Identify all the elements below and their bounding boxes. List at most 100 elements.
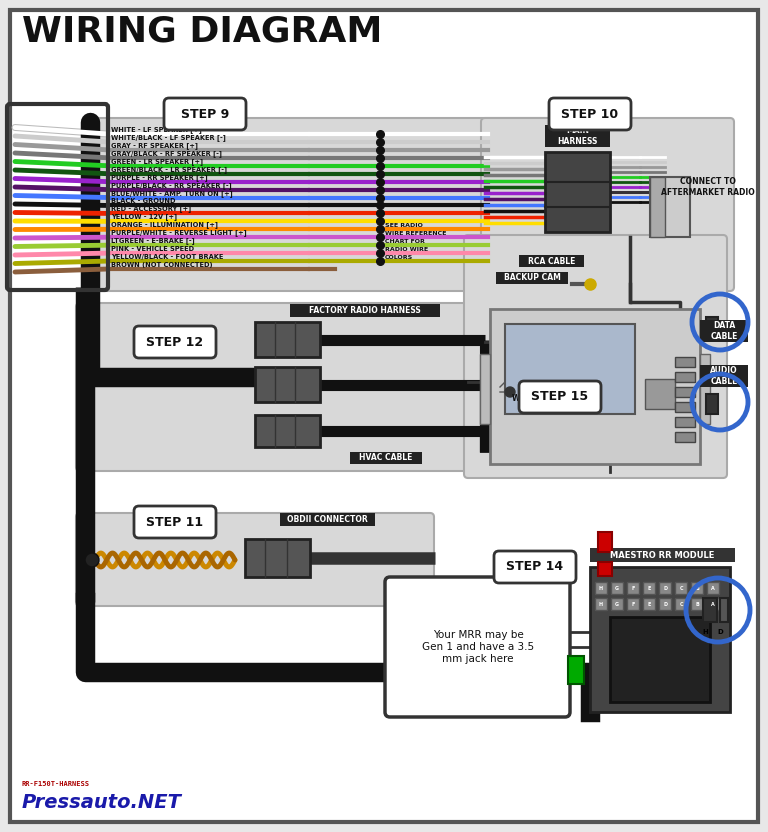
Bar bbox=[280, 513, 375, 526]
Text: GREEN - LR SPEAKER [+]: GREEN - LR SPEAKER [+] bbox=[111, 158, 203, 165]
Text: GRAY/BLACK - RF SPEAKER [-]: GRAY/BLACK - RF SPEAKER [-] bbox=[111, 150, 222, 156]
Text: E: E bbox=[647, 586, 650, 591]
Text: D: D bbox=[717, 629, 723, 635]
Text: C: C bbox=[679, 586, 683, 591]
FancyBboxPatch shape bbox=[549, 98, 631, 130]
Bar bbox=[590, 548, 735, 562]
Text: H: H bbox=[702, 629, 708, 635]
Bar bbox=[595, 598, 607, 610]
Bar bbox=[505, 324, 635, 414]
Polygon shape bbox=[500, 364, 580, 392]
Bar bbox=[545, 125, 610, 147]
Text: MAESTRO RR MODULE: MAESTRO RR MODULE bbox=[611, 551, 715, 559]
Bar bbox=[675, 582, 687, 594]
Bar bbox=[650, 177, 665, 237]
Text: E: E bbox=[647, 602, 650, 607]
Bar bbox=[720, 598, 728, 622]
Bar bbox=[650, 177, 690, 237]
Text: BROWN (NOT CONNECTED): BROWN (NOT CONNECTED) bbox=[111, 262, 213, 268]
Text: WHITE/BLACK - LF SPEAKER [-]: WHITE/BLACK - LF SPEAKER [-] bbox=[111, 134, 226, 141]
Bar bbox=[590, 567, 730, 712]
Bar bbox=[568, 656, 584, 684]
Text: Your MRR may be
Gen 1 and have a 3.5
mm jack here: Your MRR may be Gen 1 and have a 3.5 mm … bbox=[422, 631, 534, 664]
FancyBboxPatch shape bbox=[464, 235, 727, 478]
Text: RR-F150T-HARNESS: RR-F150T-HARNESS bbox=[22, 781, 90, 787]
Text: PURPLE/WHITE - REVERSE LIGHT [+]: PURPLE/WHITE - REVERSE LIGHT [+] bbox=[111, 230, 247, 236]
Text: RADIO WIRE: RADIO WIRE bbox=[385, 247, 428, 252]
Bar bbox=[691, 598, 703, 610]
Bar bbox=[643, 598, 655, 610]
Text: F: F bbox=[631, 586, 634, 591]
Text: H: H bbox=[599, 602, 603, 607]
Bar bbox=[707, 598, 719, 610]
Bar bbox=[545, 152, 610, 232]
Text: YELLOW/BLACK - FOOT BRAKE: YELLOW/BLACK - FOOT BRAKE bbox=[111, 254, 223, 260]
Bar bbox=[675, 372, 695, 382]
Text: BLUE/WHITE - AMP. TURN ON [+]: BLUE/WHITE - AMP. TURN ON [+] bbox=[111, 190, 233, 196]
Bar bbox=[700, 365, 748, 387]
Text: BACKUP CAM: BACKUP CAM bbox=[504, 274, 561, 283]
FancyBboxPatch shape bbox=[164, 98, 246, 130]
Text: YELLOW - 12V [+]: YELLOW - 12V [+] bbox=[111, 214, 177, 220]
Text: STEP 11: STEP 11 bbox=[147, 516, 204, 528]
FancyBboxPatch shape bbox=[385, 577, 570, 717]
Text: AUDIO
CABLE: AUDIO CABLE bbox=[710, 366, 738, 386]
Text: MAIN
HARNESS: MAIN HARNESS bbox=[558, 126, 598, 146]
FancyBboxPatch shape bbox=[96, 118, 554, 291]
Text: B: B bbox=[695, 586, 699, 591]
Text: Pressauto.NET: Pressauto.NET bbox=[22, 793, 182, 811]
Bar bbox=[703, 598, 717, 622]
Circle shape bbox=[565, 387, 575, 397]
Bar bbox=[610, 617, 710, 702]
Bar bbox=[659, 598, 671, 610]
FancyBboxPatch shape bbox=[519, 381, 601, 413]
Bar bbox=[675, 432, 695, 442]
Text: H: H bbox=[599, 586, 603, 591]
Bar bbox=[611, 582, 623, 594]
Bar bbox=[350, 452, 422, 464]
Circle shape bbox=[505, 387, 515, 397]
Bar bbox=[675, 387, 695, 397]
FancyBboxPatch shape bbox=[76, 303, 534, 471]
Text: DATA
CABLE: DATA CABLE bbox=[710, 321, 738, 340]
Text: STEP 12: STEP 12 bbox=[147, 335, 204, 349]
Text: WIRING DIAGRAM: WIRING DIAGRAM bbox=[22, 15, 382, 49]
Text: PURPLE/BLACK - RR SPEAKER [-]: PURPLE/BLACK - RR SPEAKER [-] bbox=[111, 181, 232, 189]
Polygon shape bbox=[515, 365, 560, 372]
Bar bbox=[595, 582, 607, 594]
Text: BLACK - GROUND: BLACK - GROUND bbox=[111, 199, 176, 205]
Text: F: F bbox=[631, 602, 634, 607]
Bar bbox=[598, 532, 612, 552]
Bar bbox=[707, 582, 719, 594]
Bar bbox=[706, 394, 718, 414]
Bar bbox=[675, 598, 687, 610]
Text: STEP 9: STEP 9 bbox=[181, 107, 229, 121]
Bar bbox=[598, 562, 612, 576]
Text: LTGREEN - E-BRAKE [-]: LTGREEN - E-BRAKE [-] bbox=[111, 237, 195, 244]
Bar bbox=[691, 582, 703, 594]
Bar bbox=[480, 354, 490, 424]
Bar bbox=[519, 255, 584, 267]
Text: C: C bbox=[679, 602, 683, 607]
Text: PURPLE - RR SPEAKER [+]: PURPLE - RR SPEAKER [+] bbox=[111, 174, 208, 181]
Text: G: G bbox=[615, 602, 619, 607]
Bar bbox=[255, 322, 320, 357]
FancyBboxPatch shape bbox=[134, 326, 216, 358]
Text: GREEN/BLACK - LR SPEAKER [-]: GREEN/BLACK - LR SPEAKER [-] bbox=[111, 166, 227, 173]
Bar bbox=[627, 598, 639, 610]
Text: D: D bbox=[663, 586, 667, 591]
Bar bbox=[245, 539, 310, 577]
Text: ORANGE - ILLUMINATION [+]: ORANGE - ILLUMINATION [+] bbox=[111, 221, 218, 228]
Text: COLORS: COLORS bbox=[385, 255, 413, 260]
Bar bbox=[645, 379, 675, 409]
Text: RCA CABLE: RCA CABLE bbox=[528, 256, 575, 265]
Text: A: A bbox=[711, 602, 715, 607]
Text: CONNECT TO
AFTERMARKET RADIO: CONNECT TO AFTERMARKET RADIO bbox=[661, 177, 755, 196]
Bar bbox=[611, 598, 623, 610]
Text: RED - ACCESSORY [+]: RED - ACCESSORY [+] bbox=[111, 206, 191, 212]
Text: OBDII CONNECTOR: OBDII CONNECTOR bbox=[287, 515, 368, 524]
Bar bbox=[706, 317, 718, 335]
Text: WHITE - LF SPEAKER [+]: WHITE - LF SPEAKER [+] bbox=[111, 126, 202, 133]
Text: HVAC CABLE: HVAC CABLE bbox=[359, 453, 412, 463]
FancyBboxPatch shape bbox=[494, 551, 576, 583]
